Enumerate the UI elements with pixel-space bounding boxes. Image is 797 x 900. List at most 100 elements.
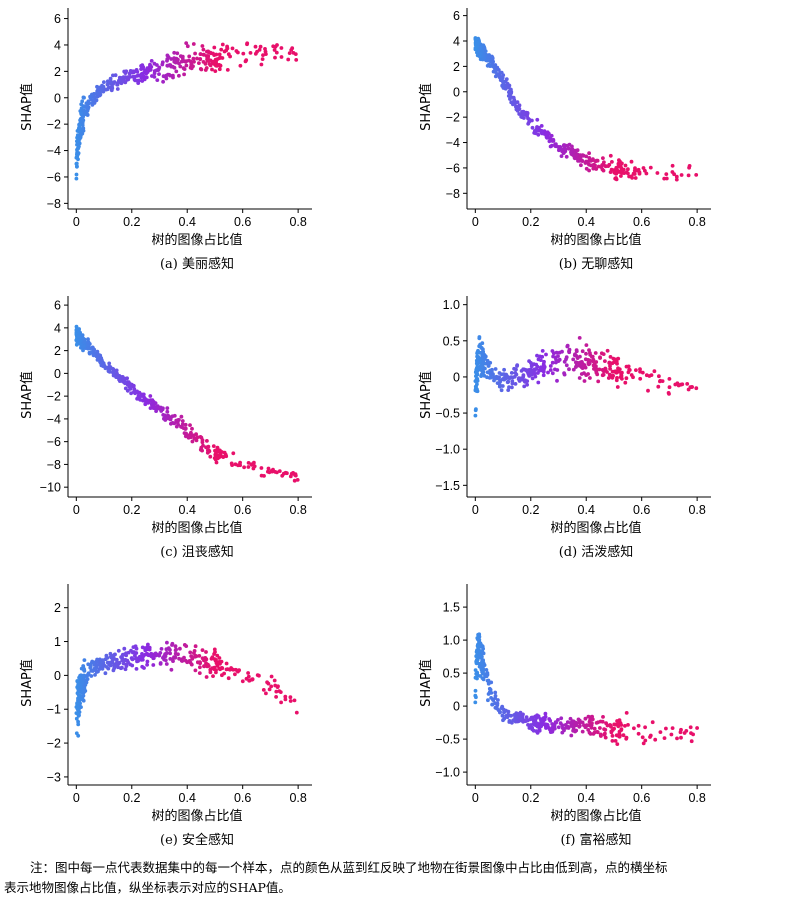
scatter-point bbox=[173, 648, 178, 653]
scatter-point bbox=[603, 164, 608, 169]
scatter-point bbox=[166, 55, 171, 59]
scatter-point bbox=[207, 449, 212, 454]
y-tick-label-b: −4 bbox=[446, 136, 460, 150]
scatter-point bbox=[508, 97, 512, 101]
x-tick-label-b: 0.6 bbox=[633, 215, 650, 229]
scatter-point bbox=[580, 349, 585, 354]
x-tick-label-f: 0 bbox=[472, 791, 479, 805]
scatter-point bbox=[583, 365, 588, 370]
scatter-point bbox=[524, 715, 529, 720]
panel-caption-a: (a) 美丽感知 bbox=[160, 256, 234, 272]
scatter-point bbox=[608, 170, 613, 175]
scatter-point bbox=[197, 671, 202, 675]
scatter-point bbox=[161, 79, 166, 84]
scatter-point bbox=[670, 726, 675, 730]
scatter-point bbox=[481, 658, 485, 662]
scatter-point bbox=[621, 733, 626, 738]
scatter-point bbox=[277, 469, 282, 473]
scatter-point bbox=[164, 647, 169, 652]
scatter-point bbox=[486, 681, 491, 686]
scatter-point bbox=[246, 671, 251, 675]
scatter-point bbox=[94, 91, 99, 96]
y-tick-label-b: 2 bbox=[453, 60, 460, 74]
scatter-point bbox=[521, 111, 526, 116]
scatter-point bbox=[506, 709, 511, 714]
scatter-point bbox=[667, 385, 672, 390]
scatter-point bbox=[613, 176, 618, 181]
scatter-point bbox=[609, 729, 614, 734]
scatter-point bbox=[178, 54, 183, 58]
scatter-point bbox=[527, 726, 532, 730]
scatter-point bbox=[480, 670, 485, 674]
y-tick-label-f: 0 bbox=[453, 700, 460, 714]
x-tick-label-b: 0.8 bbox=[688, 215, 705, 229]
scatter-point bbox=[293, 472, 298, 477]
scatter-point bbox=[626, 723, 630, 727]
scatter-point bbox=[187, 54, 192, 59]
scatter-point bbox=[150, 74, 154, 78]
scatter-point bbox=[91, 98, 95, 103]
scatter-point bbox=[587, 156, 592, 160]
scatter-point bbox=[500, 84, 505, 88]
scatter-point bbox=[481, 677, 486, 682]
figure-note: 注：图中每一点代表数据集中的每一个样本，点的颜色从蓝到红反映了地物在街景图像中占… bbox=[4, 858, 796, 898]
x-tick-label-d: 0.6 bbox=[633, 503, 650, 517]
scatter-point bbox=[601, 715, 605, 719]
scatter-point bbox=[587, 348, 591, 352]
scatter-point bbox=[580, 158, 584, 163]
scatter-point bbox=[478, 46, 483, 50]
scatter-point bbox=[674, 174, 679, 179]
x-tick-label-c: 0.4 bbox=[179, 503, 196, 517]
y-tick-label-a: 0 bbox=[54, 91, 61, 105]
scatter-point bbox=[260, 57, 265, 61]
scatter-point bbox=[225, 68, 230, 72]
scatter-point bbox=[83, 682, 88, 687]
scatter-point bbox=[569, 724, 573, 728]
y-tick-label-f: 1.5 bbox=[443, 601, 460, 615]
y-tick-label-b: −6 bbox=[446, 161, 460, 175]
scatter-point bbox=[157, 653, 162, 658]
scatter-point bbox=[638, 376, 643, 381]
panel-e: −3 −2 −1 0 1 2 0 0.2 0.4 0.6 0.8 SHAP值 树的图像占比值 (e) 安全… bbox=[0, 576, 398, 864]
scatter-point bbox=[597, 367, 602, 372]
scatter-point bbox=[213, 452, 218, 457]
scatter-point bbox=[280, 473, 285, 478]
scatter-point bbox=[474, 36, 479, 41]
scatter-point bbox=[231, 667, 236, 672]
scatter-point bbox=[108, 651, 113, 656]
scatter-point bbox=[287, 51, 292, 55]
scatter-point bbox=[542, 364, 546, 369]
scatter-point bbox=[74, 342, 79, 347]
scatter-point bbox=[218, 64, 223, 68]
scatter-point bbox=[572, 353, 577, 358]
y-tick-label-f: 0.5 bbox=[443, 667, 460, 681]
scatter-point bbox=[623, 163, 628, 168]
scatter-point bbox=[576, 159, 580, 163]
scatter-point bbox=[221, 455, 226, 459]
scatter-point bbox=[475, 40, 480, 45]
scatter-point bbox=[128, 387, 133, 391]
scatter-point bbox=[641, 741, 646, 746]
scatter-point bbox=[131, 74, 136, 79]
scatter-point bbox=[99, 663, 104, 668]
scatter-point bbox=[649, 373, 654, 377]
scatter-point bbox=[485, 678, 490, 683]
scatter-point bbox=[253, 44, 258, 49]
scatter-point bbox=[140, 664, 145, 669]
scatter-point bbox=[531, 728, 536, 733]
scatter-point bbox=[248, 51, 253, 55]
y-axis-title-f: SHAP值 bbox=[418, 659, 434, 707]
scatter-point bbox=[640, 370, 645, 375]
scatter-point bbox=[168, 651, 173, 656]
scatter-point bbox=[173, 655, 178, 660]
scatter-point bbox=[486, 364, 491, 368]
scatter-point bbox=[193, 644, 198, 649]
scatter-point bbox=[206, 444, 211, 449]
scatter-point bbox=[652, 369, 657, 374]
scatter-point bbox=[653, 737, 658, 742]
scatter-point bbox=[550, 360, 555, 365]
scatter-point bbox=[528, 723, 533, 727]
scatter-point bbox=[523, 378, 528, 383]
